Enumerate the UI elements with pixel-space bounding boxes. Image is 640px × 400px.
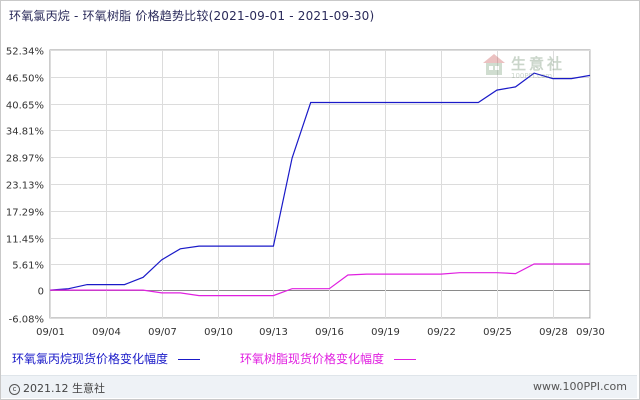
y-tick-label: 34.81% <box>6 127 44 138</box>
x-tick-label: 09/25 <box>483 327 512 338</box>
x-tick-label: 09/01 <box>36 327 65 338</box>
x-tick-label: 09/13 <box>259 327 288 338</box>
x-tick-label: 09/22 <box>427 327 456 338</box>
footer-bar: c 2021.12 生意社 www.100PPI.com <box>1 375 637 398</box>
series-line-1 <box>49 72 591 291</box>
y-tick-label: 46.50% <box>6 74 44 85</box>
y-tick-label: 52.34% <box>6 47 44 58</box>
x-tick-label: 09/04 <box>92 327 121 338</box>
legend-swatch <box>393 359 416 360</box>
x-tick-label: 09/19 <box>371 327 400 338</box>
legend-label: 环氧氯丙烷现货价格变化幅度 <box>12 352 169 366</box>
x-tick-label: 09/07 <box>148 327 177 338</box>
series-line-2 <box>50 263 590 297</box>
legend-swatch <box>177 359 200 360</box>
legend-label: 环氧树脂现货价格变化幅度 <box>240 352 385 366</box>
x-tick-label: 09/28 <box>539 327 568 338</box>
watermark: 生意社 100PPI.com <box>481 52 562 82</box>
legend-item-series-1: 环氧氯丙烷现货价格变化幅度 <box>12 350 200 367</box>
x-tick-label: 09/30 <box>576 327 605 338</box>
legend-item-series-2: 环氧树脂现货价格变化幅度 <box>240 350 416 367</box>
watermark-logo-icon <box>483 54 505 75</box>
watermark-site: 100PPI.com <box>511 72 553 80</box>
footer-website: www.100PPI.com <box>533 380 627 393</box>
x-tick-label: 09/10 <box>204 327 233 338</box>
footer-copyright-text: 2021.12 生意社 <box>23 382 105 395</box>
x-tick-label: 09/16 <box>315 327 344 338</box>
y-tick-label: 40.65% <box>6 101 44 112</box>
y-tick-label: -6.08% <box>9 315 44 326</box>
y-tick-label: 0 <box>38 287 44 298</box>
y-tick-label: 5.61% <box>12 261 44 272</box>
footer-copyright: c 2021.12 生意社 <box>9 380 105 396</box>
y-tick-label: 28.97% <box>6 154 44 165</box>
copyright-icon: c <box>9 384 20 395</box>
chart-title: 环氧氯丙烷 - 环氧树脂 价格趋势比较(2021-09-01 - 2021-09… <box>9 9 375 23</box>
y-tick-label: 11.45% <box>6 235 44 246</box>
watermark-brand: 生意社 <box>511 55 566 73</box>
y-tick-label: 23.13% <box>6 181 44 192</box>
y-tick-label: 17.29% <box>6 208 44 219</box>
